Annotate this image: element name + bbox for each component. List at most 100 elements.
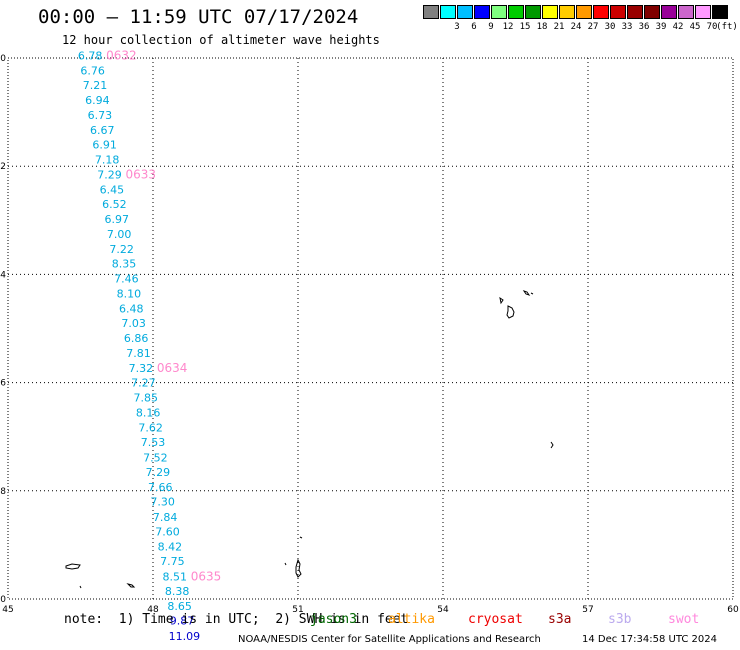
lon-tick-label: 48 — [147, 605, 159, 615]
legend-label: 18 — [536, 22, 548, 32]
legend-swatch — [661, 5, 677, 19]
swh-value: 7.32 — [129, 362, 154, 375]
swh-value: 7.03 — [121, 317, 146, 330]
legend-label: 36 — [638, 22, 650, 32]
coastline — [65, 290, 554, 589]
legend-label: 33 — [621, 22, 633, 32]
swh-value: 6.45 — [100, 183, 125, 196]
legend-swatch — [423, 5, 439, 19]
legend-label: 70 — [706, 22, 718, 32]
swh-value: 7.81 — [126, 347, 151, 360]
swh-value: 8.38 — [165, 585, 190, 598]
satellite-altika: altika — [388, 612, 435, 627]
legend-label: 9 — [488, 22, 494, 32]
lon-tick-label: 51 — [292, 605, 303, 615]
swh-value: 6.52 — [102, 198, 127, 211]
swh-value: 7.29 — [97, 168, 122, 181]
legend-label: 6 — [471, 22, 477, 32]
credit-line: NOAA/NESDIS Center for Satellite Applica… — [238, 634, 541, 645]
legend-swatch — [712, 5, 728, 19]
swh-value: 7.75 — [160, 555, 185, 568]
lon-tick-label: 45 — [2, 605, 13, 615]
swh-value: 6.91 — [92, 139, 117, 152]
time-label: 0635 — [191, 569, 222, 583]
legend-swatch — [542, 5, 558, 19]
lat-tick-label: 0 — [0, 54, 6, 64]
legend-swatch — [508, 5, 524, 19]
legend-label: 39 — [655, 22, 667, 32]
legend-label: 27 — [587, 22, 599, 32]
satellite-s3b: s3b — [608, 612, 632, 627]
legend-swatch — [695, 5, 711, 19]
lat-tick-label: -2 — [0, 162, 6, 172]
atoll-farquhar — [295, 558, 302, 578]
swh-value: 8.16 — [136, 406, 161, 419]
swh-value: 7.18 — [95, 154, 120, 167]
swh-value: 7.30 — [150, 496, 175, 509]
lat-tick-label: -8 — [0, 487, 6, 497]
generation-date: 14 Dec 17:34:58 UTC 2024 — [582, 634, 717, 645]
swh-value: 6.73 — [88, 109, 113, 122]
swh-value: 6.78 — [78, 49, 103, 62]
swh-value: 7.52 — [143, 451, 168, 464]
grid-lines — [8, 58, 733, 599]
legend-label: 21 — [553, 22, 565, 32]
legend-label: 3 — [454, 22, 460, 32]
island-alphonse — [299, 536, 303, 539]
satellite-swot: swot — [668, 612, 700, 627]
swh-value: 7.85 — [134, 392, 159, 405]
swh-value: 8.42 — [158, 541, 183, 554]
swh-value: 7.27 — [131, 377, 156, 390]
legend-unit: (ft) — [716, 22, 738, 32]
legend-swatch — [525, 5, 541, 19]
legend-swatch — [474, 5, 490, 19]
legend-swatch — [627, 5, 643, 19]
island-praslin — [522, 290, 531, 296]
swh-value: 9.87 — [170, 615, 195, 628]
legend-label: 15 — [519, 22, 531, 32]
island-mahe — [499, 296, 504, 305]
lon-tick-label: 54 — [437, 605, 449, 615]
map-title: 00:00 – 11:59 UTC 07/17/2024 — [38, 6, 359, 28]
island-providence — [284, 562, 287, 566]
legend-swatch — [440, 5, 456, 19]
swh-value: 8.35 — [112, 258, 137, 271]
legend-swatch — [491, 5, 507, 19]
satellite-jason3: jason3 — [310, 612, 357, 627]
map-subtitle: 12 hour collection of altimeter wave hei… — [62, 33, 380, 47]
swh-value: 7.84 — [153, 511, 178, 524]
swh-value: 7.21 — [83, 79, 108, 92]
lon-tick-label: 60 — [727, 605, 739, 615]
legend-swatch — [644, 5, 660, 19]
footer-note: note: 1) Time is in UTC; 2) SWH is in fe… — [64, 612, 409, 627]
swh-value: 7.29 — [146, 466, 171, 479]
time-label: 0633 — [126, 167, 157, 181]
legend-swatch — [559, 5, 575, 19]
swh-value: 7.22 — [109, 243, 134, 256]
legend-swatch — [678, 5, 694, 19]
swh-value: 8.65 — [167, 600, 192, 613]
legend-label: 45 — [689, 22, 701, 32]
island-assumption — [79, 585, 82, 589]
swh-value: 7.62 — [138, 422, 163, 435]
island-platte — [550, 441, 554, 449]
lon-tick-label: 57 — [582, 605, 593, 615]
island-mahe-main — [506, 305, 515, 319]
swh-value: 8.10 — [117, 287, 142, 300]
swh-value: 6.67 — [90, 124, 115, 137]
atoll-aldabra — [65, 563, 81, 570]
swh-value: 8.51 — [163, 570, 188, 583]
legend-label: 30 — [604, 22, 616, 32]
swh-value: 6.94 — [85, 94, 110, 107]
legend-label: 42 — [672, 22, 684, 32]
swh-value: 7.66 — [148, 481, 173, 494]
swh-value: 6.86 — [124, 332, 149, 345]
swh-value: 6.76 — [80, 64, 105, 77]
atoll-cosmoledo — [126, 583, 136, 588]
swh-value: 6.48 — [119, 302, 144, 315]
legend-label: 12 — [502, 22, 514, 32]
legend-label: 24 — [570, 22, 582, 32]
lat-tick-label: -6 — [0, 379, 6, 389]
swh-value: 7.53 — [141, 436, 166, 449]
